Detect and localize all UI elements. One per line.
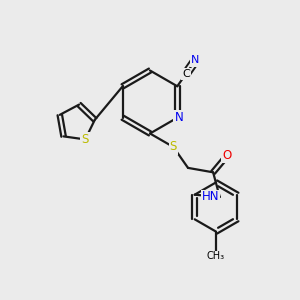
Text: N: N (174, 111, 183, 124)
Text: HN: HN (202, 190, 219, 203)
Text: O: O (222, 149, 232, 162)
Text: N: N (191, 56, 200, 65)
Text: CH₃: CH₃ (207, 251, 225, 261)
Text: S: S (82, 133, 89, 146)
Text: S: S (170, 140, 177, 154)
Text: C: C (182, 69, 190, 79)
